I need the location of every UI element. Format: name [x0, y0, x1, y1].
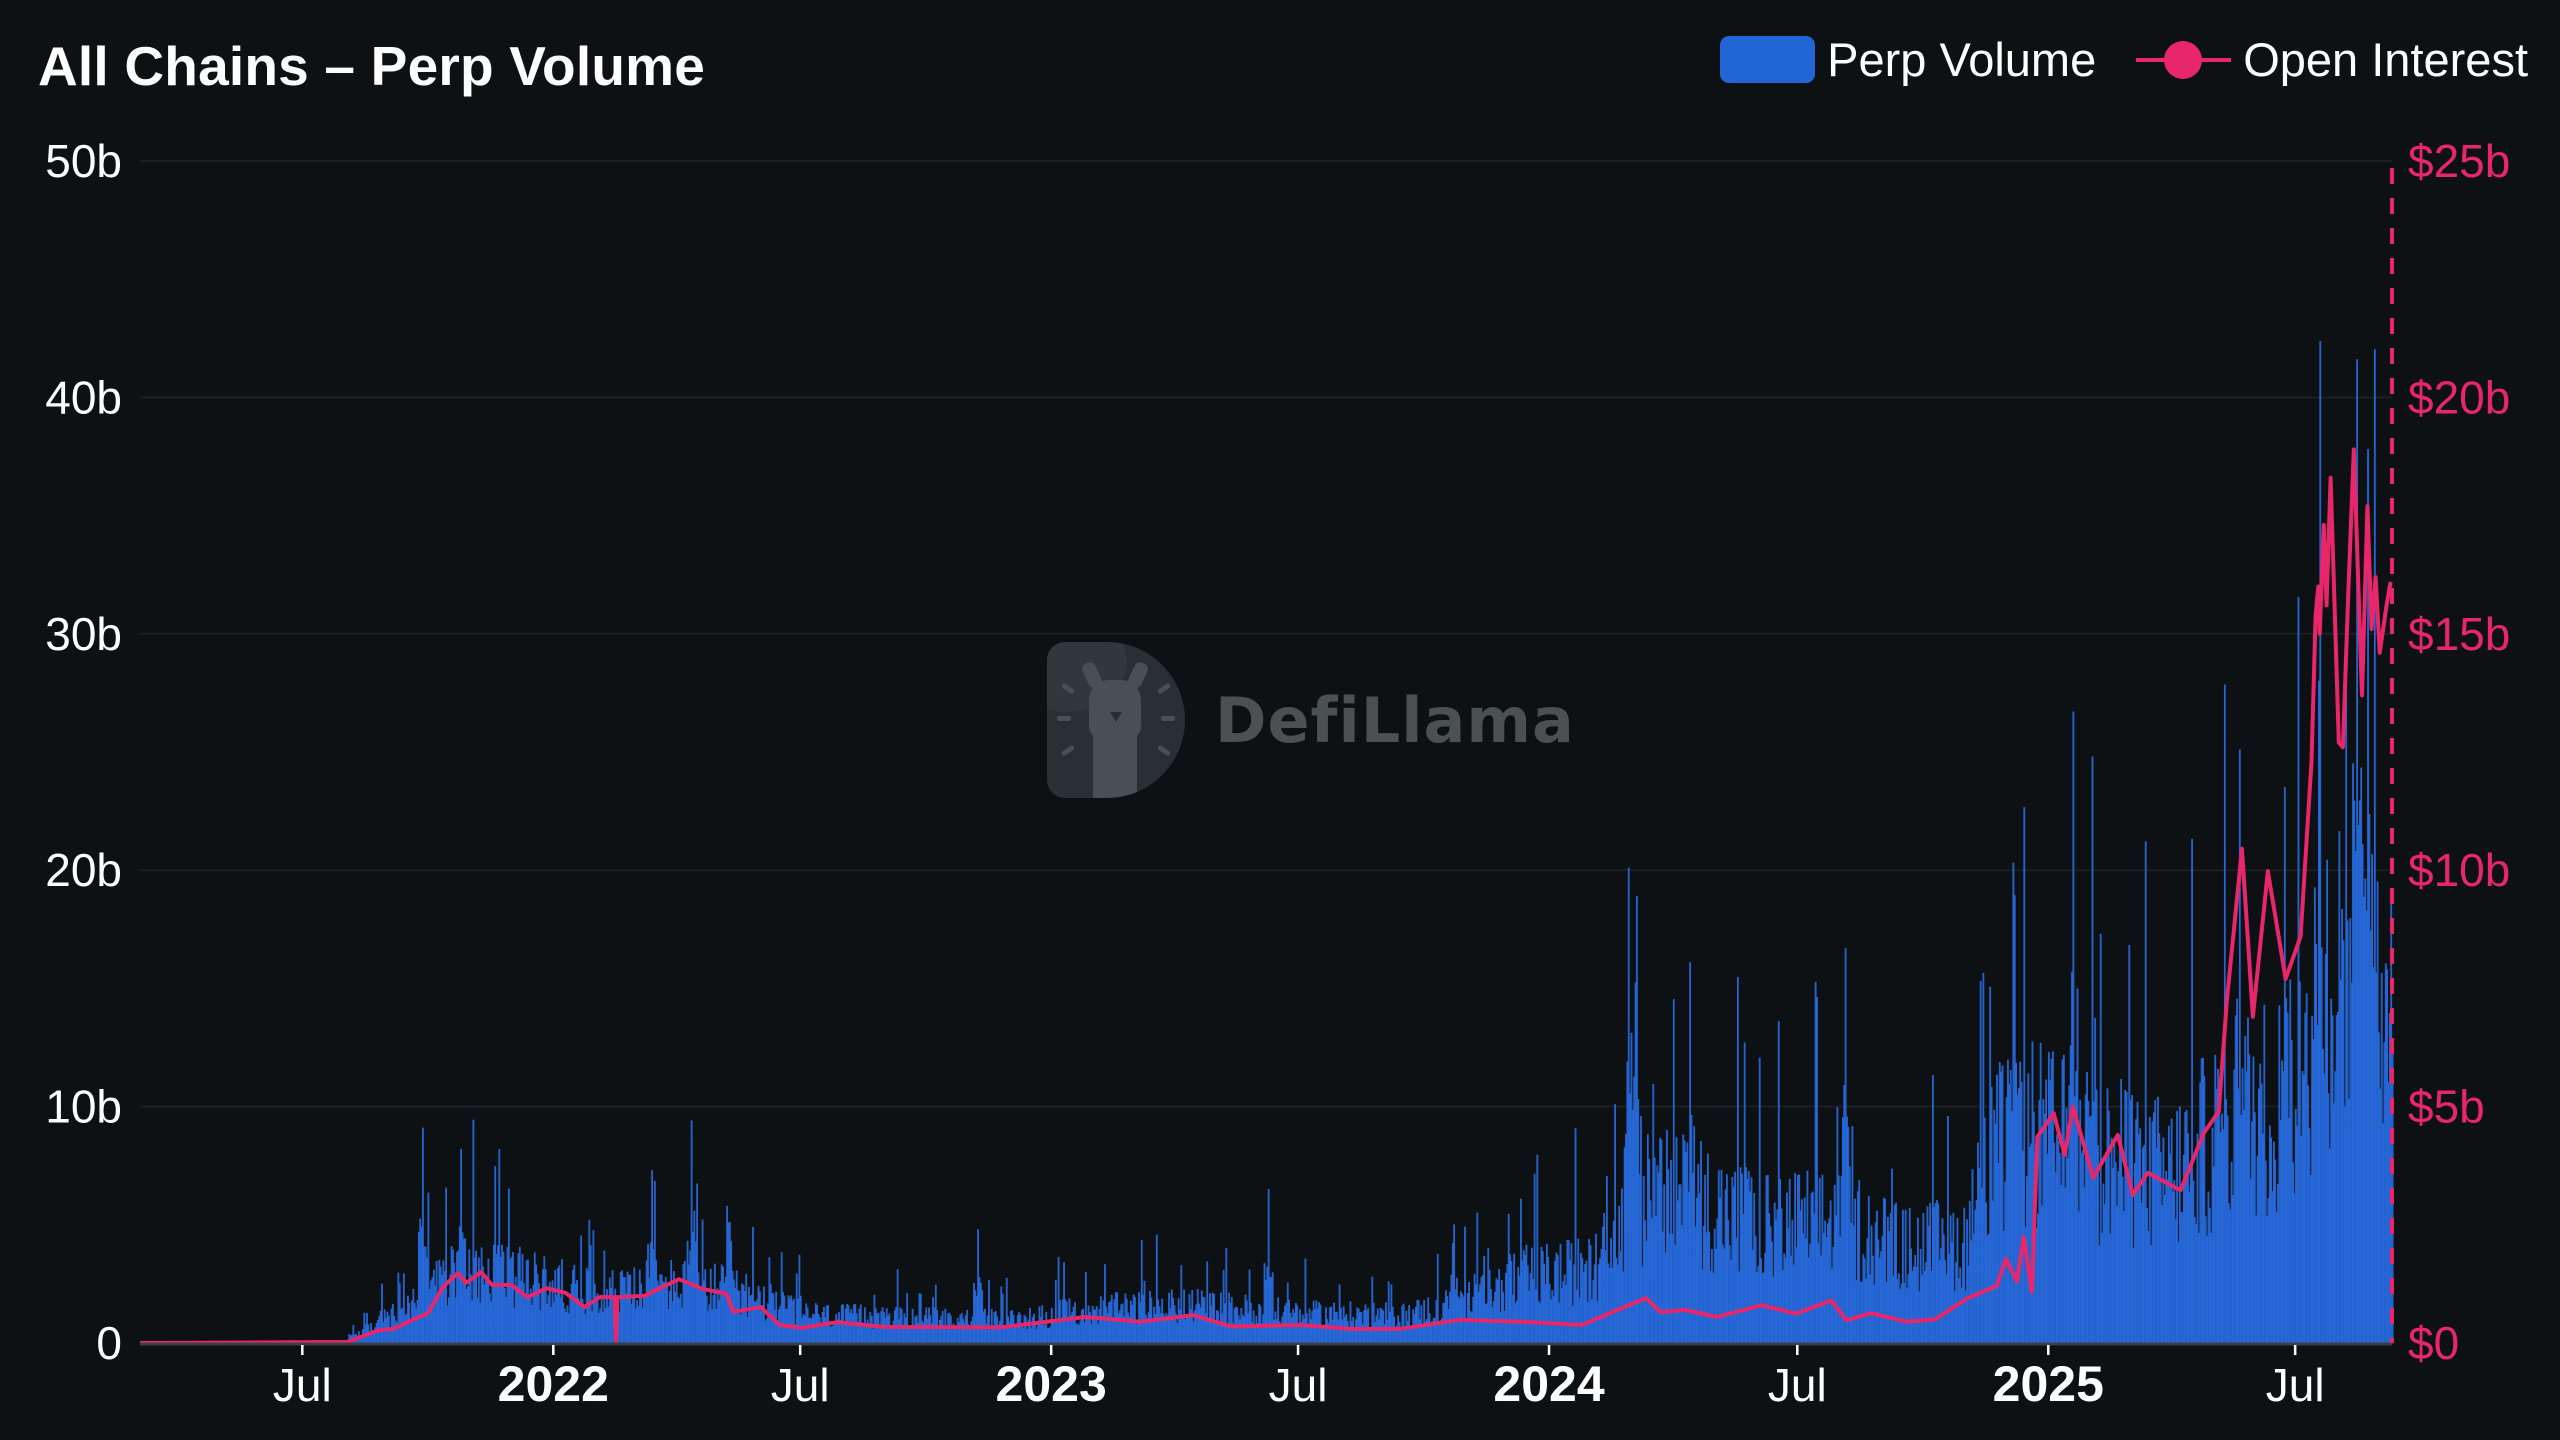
y2-tick-label: $25b	[2408, 135, 2510, 187]
bar-swatch-icon	[1720, 35, 1816, 83]
x-tick-label: Jul	[1768, 1359, 1827, 1411]
y2-tick-label: $5b	[2408, 1081, 2485, 1133]
x-tick-label: 2023	[996, 1356, 1107, 1412]
x-axis: Jul 2022 Jul 2023 Jul 2024 Jul 2025 Jul	[273, 1345, 2325, 1412]
open-interest-line	[139, 447, 2393, 1345]
watermark-text: DefiLlama	[1215, 683, 1575, 757]
legend-label: Perp Volume	[1827, 32, 2097, 86]
x-tick-label: 2025	[1993, 1356, 2104, 1412]
perp-volume-bars	[348, 340, 2394, 1344]
x-tick-label: Jul	[2266, 1359, 2325, 1411]
llama-logo-icon	[1047, 642, 1185, 798]
y-tick-label: 50b	[45, 135, 122, 187]
y-axis-right: $0 $5b $10b $15b $20b $25b	[2408, 135, 2510, 1369]
x-tick-label: Jul	[273, 1359, 332, 1411]
x-tick-label: Jul	[771, 1359, 830, 1411]
y-tick-label: 30b	[45, 608, 122, 660]
y-axis-left: 0 10b 20b 30b 40b 50b	[45, 135, 122, 1369]
chart-title: All Chains – Perp Volume	[38, 35, 706, 97]
y2-tick-label: $15b	[2408, 608, 2510, 660]
y2-tick-label: $0	[2408, 1317, 2459, 1369]
x-tick-label: 2022	[498, 1356, 609, 1412]
defillama-watermark: DefiLlama	[1047, 642, 1575, 798]
y-tick-label: 10b	[45, 1081, 122, 1133]
y-tick-label: 0	[96, 1317, 122, 1369]
y2-tick-label: $10b	[2408, 844, 2510, 896]
x-tick-label: 2024	[1493, 1356, 1604, 1412]
gridlines	[140, 160, 2392, 1108]
legend-item-perp-volume[interactable]: Perp Volume	[1720, 32, 2096, 87]
x-tick-label: Jul	[1269, 1359, 1328, 1411]
y-tick-label: 20b	[45, 844, 122, 896]
y-tick-label: 40b	[45, 371, 122, 423]
line-marker-icon	[2136, 36, 2232, 83]
y2-tick-label: $20b	[2408, 371, 2510, 423]
legend-label: Open Interest	[2243, 32, 2528, 86]
legend: Perp Volume Open Interest	[1720, 32, 2528, 87]
legend-item-open-interest[interactable]: Open Interest	[2136, 32, 2528, 87]
